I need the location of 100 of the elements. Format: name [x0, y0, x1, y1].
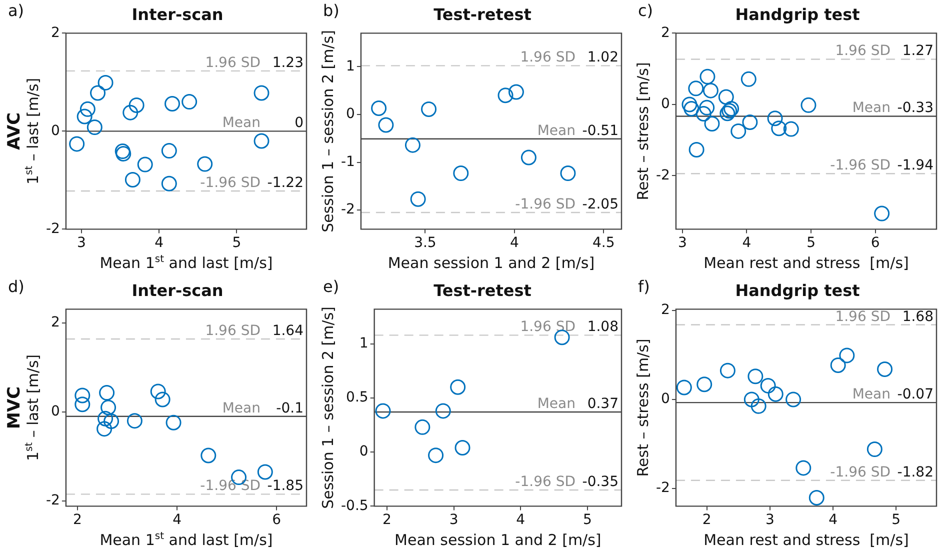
ref-line-label: 1.96 SD — [520, 50, 576, 66]
point — [783, 121, 799, 137]
y-tick-label: 2 — [51, 314, 60, 331]
y-tick-label: -1 — [340, 154, 355, 170]
chart-title: Test-retest — [434, 4, 532, 24]
y-tick-label: 0 — [346, 106, 355, 122]
y-tick-label: 2 — [51, 24, 60, 41]
chart-title: Handgrip test — [735, 280, 860, 300]
ref-line-label: Mean — [537, 396, 576, 412]
y-tick-label: 1 — [359, 335, 368, 352]
point — [700, 68, 716, 84]
chart-title: Inter-scan — [132, 4, 224, 24]
x-tick-label: 3 — [449, 512, 458, 528]
annotation: -1.94 — [897, 158, 934, 174]
y-axis-title: Rest – stress [m/s] — [634, 338, 652, 477]
ref-line-label: Mean — [537, 122, 576, 139]
point — [696, 106, 712, 122]
point — [100, 400, 116, 416]
point — [257, 464, 273, 480]
point — [704, 116, 720, 132]
point — [375, 403, 391, 419]
point — [74, 396, 90, 412]
point — [744, 392, 760, 408]
x-tick-label: 6 — [272, 512, 282, 528]
x-tick-label: 2 — [382, 512, 392, 528]
point — [96, 421, 112, 437]
y-tick-label: 2 — [661, 24, 670, 41]
y-tick-label: -2 — [656, 480, 670, 496]
annotation: -1.85 — [267, 478, 304, 494]
annotation: 0.37 — [587, 396, 618, 412]
point — [150, 384, 166, 400]
ref-line-label: Mean — [222, 400, 260, 416]
annotation: -0.51 — [582, 122, 618, 139]
y-axis-title: Session 1 – session 2 [m/s] — [318, 30, 337, 232]
x-axis-title: Mean session 1 and 2 [m/s] — [394, 530, 602, 549]
annotation: -0.07 — [897, 386, 934, 403]
text: d) — [8, 277, 24, 296]
text: b) — [323, 1, 340, 20]
point — [371, 100, 387, 116]
point — [682, 96, 698, 112]
y-tick-label: 0 — [661, 391, 670, 408]
y-tick-label: -2 — [656, 167, 670, 184]
x-axis-title: Mean rest and stress [m/s] — [704, 530, 909, 549]
ref-line-label: 1.96 SD — [835, 308, 890, 325]
annotation: 1.64 — [272, 322, 304, 339]
point — [137, 156, 153, 172]
y-axis-title: Rest – stress [m/s] — [634, 62, 652, 200]
point — [128, 97, 144, 113]
chart-title: Inter-scan — [132, 280, 224, 300]
annotation: -0.1 — [276, 400, 304, 416]
y-tick-label: 0.5 — [346, 390, 368, 406]
y-axis-title: Session 1 – session 2 [m/s] — [318, 306, 337, 509]
point — [786, 392, 802, 408]
annotation: -0.33 — [897, 100, 934, 116]
point — [166, 414, 182, 430]
text: a) — [8, 1, 24, 20]
x-tick-label: 3 — [765, 512, 774, 528]
x-tick-label: 5 — [582, 512, 592, 528]
point — [98, 74, 114, 90]
point — [421, 101, 437, 117]
point — [378, 117, 394, 133]
point — [200, 448, 216, 464]
point — [90, 85, 106, 101]
annotation: 1.02 — [587, 50, 618, 66]
point — [254, 85, 270, 101]
ref-line-label: -1.96 SD — [515, 474, 576, 490]
text: MVC — [4, 386, 24, 429]
text: f) — [638, 277, 650, 296]
point — [720, 362, 736, 378]
point — [404, 137, 420, 153]
chart-title: Handgrip test — [735, 4, 860, 24]
y-tick-label: 0 — [359, 444, 368, 460]
x-tick-label: 4.5 — [592, 235, 615, 252]
point — [699, 100, 715, 116]
point — [771, 120, 787, 136]
x-tick-label: 4 — [828, 512, 838, 528]
annotation: 1.68 — [902, 308, 934, 325]
annotation: -0.35 — [582, 474, 618, 490]
point — [877, 361, 893, 377]
annotation: -1.82 — [897, 464, 934, 480]
y-tick-label: -0.5 — [340, 498, 368, 514]
point — [688, 142, 704, 158]
ref-line-label: Mean — [852, 386, 890, 403]
point — [830, 357, 846, 373]
y-tick-label: 0 — [51, 404, 60, 420]
ref-line-label: -1.96 SD — [830, 464, 890, 480]
point — [839, 348, 855, 364]
ref-line-label: 1.96 SD — [205, 322, 260, 339]
y-axis-title: 1st – last [m/s] — [24, 78, 42, 185]
ref-line-label: 1.96 SD — [205, 54, 260, 71]
point — [796, 460, 812, 476]
y-tick-label: -2 — [46, 492, 60, 509]
point — [684, 101, 700, 116]
x-axis-title: Mean rest and stress [m/s] — [704, 254, 909, 272]
ref-line-label: Mean — [852, 100, 890, 116]
y-tick-label: 2 — [661, 302, 670, 318]
point — [161, 176, 177, 192]
x-tick-label: 4 — [742, 235, 752, 252]
point — [435, 403, 451, 419]
point — [254, 133, 270, 149]
